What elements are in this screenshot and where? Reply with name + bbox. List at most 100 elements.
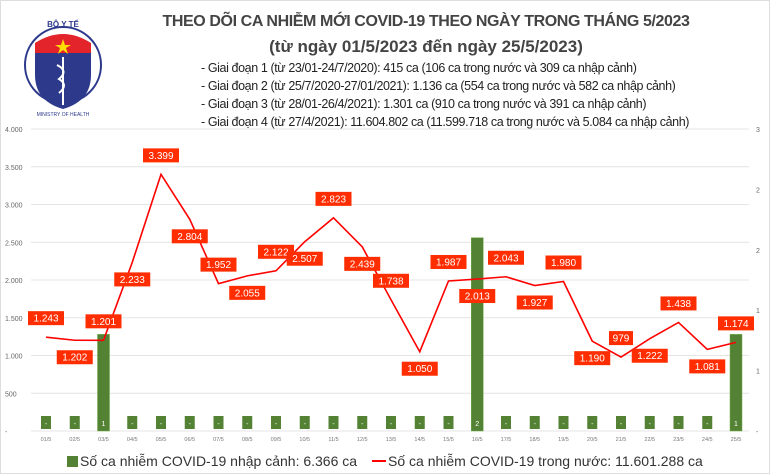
x-axis-tick: 07/5 (213, 437, 224, 443)
x-axis-tick: 23/5 (673, 437, 684, 443)
bar (328, 416, 339, 429)
bar (414, 416, 425, 429)
bar (271, 416, 281, 429)
data-label: 979 (613, 334, 630, 345)
x-axis-tick: 20/5 (587, 437, 598, 443)
left-axis-tick: 3.500 (5, 165, 23, 172)
bar (616, 416, 626, 429)
logo-text-top: BỘ Y TẾ (47, 19, 79, 29)
bar (702, 416, 713, 429)
x-axis-tick: 19/5 (558, 437, 569, 443)
left-axis-tick: 2.000 (5, 278, 23, 285)
bar-label: - (677, 421, 680, 428)
bar-label: 2 (475, 421, 479, 428)
x-axis-tick: 02/5 (69, 437, 80, 443)
data-label: 1.952 (206, 260, 231, 271)
left-axis-tick: 2.500 (5, 240, 23, 247)
data-label-box (459, 289, 496, 304)
data-label-box (430, 254, 467, 269)
bar (156, 416, 166, 429)
ministry-of-health-logo: BỘ Y TẾ MINISTRY OF HEALTH (24, 19, 102, 118)
bar (471, 237, 484, 432)
note-phase-1: - Giai đoạn 1 (từ 23/01-24/7/2020): 415 … (201, 61, 637, 75)
bar (69, 416, 80, 429)
x-axis-tick: 10/5 (299, 437, 310, 443)
bar (357, 416, 368, 429)
data-label-box (718, 316, 754, 331)
note-phase-4: - Giai đoạn 4 (từ 27/4/2021): 11.604.802… (201, 115, 690, 129)
data-label: 2.804 (177, 232, 202, 243)
bar (213, 416, 224, 429)
x-axis-tick: 12/5 (357, 437, 368, 443)
data-label: 1.438 (666, 299, 691, 310)
left-axis-tick: 4.000 (5, 127, 23, 134)
bar-label: - (591, 421, 594, 428)
legend-bar: Số ca nhiễm COVID-19 nhập cảnh: 6.366 ca (67, 453, 357, 469)
right-axis-tick: 3 (756, 127, 760, 134)
x-axis-tick: 08/5 (242, 437, 253, 443)
data-label: 1.738 (378, 276, 403, 287)
bar (299, 416, 310, 429)
data-label-box (488, 250, 524, 265)
data-label-box (171, 229, 208, 244)
bar (529, 416, 540, 429)
data-label: 1.987 (436, 257, 461, 268)
bar-label: - (304, 421, 307, 428)
bar (97, 334, 110, 432)
x-axis-tick: 24/5 (702, 437, 713, 443)
x-axis-tick: 22/5 (644, 437, 655, 443)
chart-title: THEO DÕI CA NHIỄM MỚI COVID-19 THEO NGÀY… (162, 13, 690, 30)
left-axis-tick: 1.000 (5, 354, 23, 361)
data-label: 1.243 (33, 314, 58, 325)
right-axis-tick: 2 (756, 248, 760, 255)
data-label-box (574, 351, 611, 366)
bar (587, 416, 598, 429)
data-label-box (689, 359, 726, 374)
bar (729, 334, 743, 432)
bar (673, 416, 684, 429)
x-axis-tick: 15/5 (443, 437, 454, 443)
note-phase-3: - Giai đoạn 3 (từ 28/01-26/4/2021): 1.30… (201, 97, 647, 111)
data-label: 1.174 (723, 319, 748, 330)
bar-label: - (419, 421, 422, 428)
data-label: 2.043 (493, 253, 518, 264)
bar-label: - (45, 421, 48, 428)
bar-label: 1 (102, 421, 106, 428)
bar-label: - (447, 421, 450, 428)
x-axis-tick: 14/5 (414, 437, 425, 443)
data-label-box (85, 314, 122, 329)
left-axis-tick: - (5, 429, 8, 436)
data-label: 2.439 (350, 259, 375, 270)
bar-label: - (620, 421, 623, 428)
x-axis-tick: 05/5 (156, 437, 167, 443)
left-axis-tick: 1.500 (5, 316, 23, 323)
data-label: 3.399 (148, 151, 173, 162)
data-label-box (545, 255, 582, 270)
bar (644, 416, 655, 429)
data-label-box (344, 256, 381, 271)
x-axis-tick: 25/5 (731, 437, 742, 443)
bar-label: - (390, 421, 393, 428)
bar (501, 416, 511, 429)
data-label: 2.055 (235, 288, 260, 299)
data-label-box (609, 331, 633, 346)
bar-label: - (649, 421, 652, 428)
data-label-box (660, 296, 697, 311)
legend-line: Số ca nhiễm COVID-19 trong nước: 11.601.… (372, 453, 703, 469)
legend-line-label: Số ca nhiễm COVID-19 trong nước: 11.601.… (388, 453, 703, 469)
bar-label: - (534, 421, 537, 428)
data-label: 1.980 (551, 258, 576, 269)
data-label-box (114, 272, 151, 287)
bar-label: - (361, 421, 364, 428)
x-axis-tick: 06/5 (184, 437, 195, 443)
bar-label: - (246, 421, 249, 428)
data-label: 1.190 (580, 354, 605, 365)
bar-label: - (217, 421, 220, 428)
x-axis-tick: 16/5 (472, 437, 483, 443)
bar (127, 416, 138, 429)
bar (41, 416, 51, 429)
bar-label: 1 (734, 421, 738, 428)
data-label: 1.050 (407, 364, 432, 375)
